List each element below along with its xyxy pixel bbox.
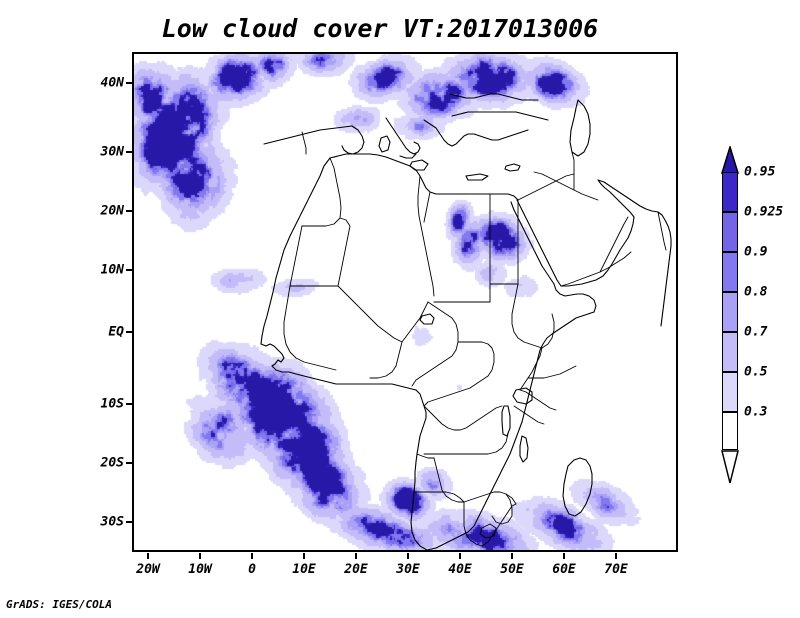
colorbar-label-6: 0.3 xyxy=(744,404,768,420)
ytick-label-EQ: EQ xyxy=(108,324,124,340)
ytick-label-40N: 40N xyxy=(100,75,124,91)
ytick-mark-10S xyxy=(126,403,132,405)
colorbar-label-1: 0.925 xyxy=(744,204,784,220)
xtick-mark-30E xyxy=(407,553,409,559)
ytick-label-10N: 10N xyxy=(100,262,124,278)
colorbar-label-5: 0.5 xyxy=(744,364,768,380)
colorbar-band-5[interactable] xyxy=(722,372,738,412)
colorbar-band-4[interactable] xyxy=(722,332,738,372)
coastline-border-overlay xyxy=(260,93,672,550)
xtick-label-10E: 10E xyxy=(292,562,316,577)
colorbar-band-3[interactable] xyxy=(722,292,738,332)
colorbar-band-1[interactable] xyxy=(722,212,738,252)
colorbar-arrow-top xyxy=(720,146,740,174)
ytick-label-10S: 10S xyxy=(100,396,124,412)
xtick-label-0: 0 xyxy=(248,562,256,577)
ytick-mark-10N xyxy=(126,269,132,271)
colorbar-band-2[interactable] xyxy=(722,252,738,292)
colorbar-label-2: 0.9 xyxy=(744,244,768,260)
xtick-mark-0 xyxy=(251,553,253,559)
ytick-mark-20N xyxy=(126,210,132,212)
colorbar-band-0[interactable] xyxy=(722,172,738,212)
xtick-mark-60E xyxy=(563,553,565,559)
xtick-mark-10W xyxy=(199,553,201,559)
xtick-label-20E: 20E xyxy=(344,562,368,577)
xtick-mark-20W xyxy=(147,553,149,559)
colorbar-label-0: 0.95 xyxy=(744,164,776,180)
colorbar[interactable]: 0.95 0.925 0.9 0.8 0.7 0.5 0.3 xyxy=(718,146,783,484)
ytick-mark-EQ xyxy=(126,331,132,333)
ytick-mark-30S xyxy=(126,521,132,523)
xtick-label-20W: 20W xyxy=(136,562,160,577)
xtick-label-60E: 60E xyxy=(552,562,576,577)
page-title: Low cloud cover VT:2017013006 xyxy=(161,14,599,43)
xtick-mark-40E xyxy=(459,553,461,559)
xtick-mark-50E xyxy=(511,553,513,559)
xtick-mark-20E xyxy=(355,553,357,559)
xtick-label-50E: 50E xyxy=(500,562,524,577)
xtick-label-40E: 40E xyxy=(448,562,472,577)
xtick-mark-10E xyxy=(303,553,305,559)
ytick-mark-30N xyxy=(126,151,132,153)
ytick-mark-20S xyxy=(126,462,132,464)
xtick-label-70E: 70E xyxy=(604,562,628,577)
cloud-cover-field xyxy=(134,54,676,550)
ytick-label-30N: 30N xyxy=(100,144,124,160)
attribution-footer: GrADS: IGES/COLA xyxy=(6,598,112,611)
ytick-label-20S: 20S xyxy=(100,455,124,471)
xtick-mark-70E xyxy=(615,553,617,559)
xtick-label-30E: 30E xyxy=(396,562,420,577)
colorbar-label-4: 0.7 xyxy=(744,324,768,340)
colorbar-label-3: 0.8 xyxy=(744,284,768,300)
ytick-label-30S: 30S xyxy=(100,514,124,530)
ytick-mark-40N xyxy=(126,82,132,84)
ytick-label-20N: 20N xyxy=(100,203,124,219)
map-plot-area[interactable] xyxy=(132,52,678,552)
colorbar-arrow-bottom xyxy=(721,450,739,484)
xtick-label-10W: 10W xyxy=(188,562,212,577)
colorbar-band-6[interactable] xyxy=(722,412,738,450)
